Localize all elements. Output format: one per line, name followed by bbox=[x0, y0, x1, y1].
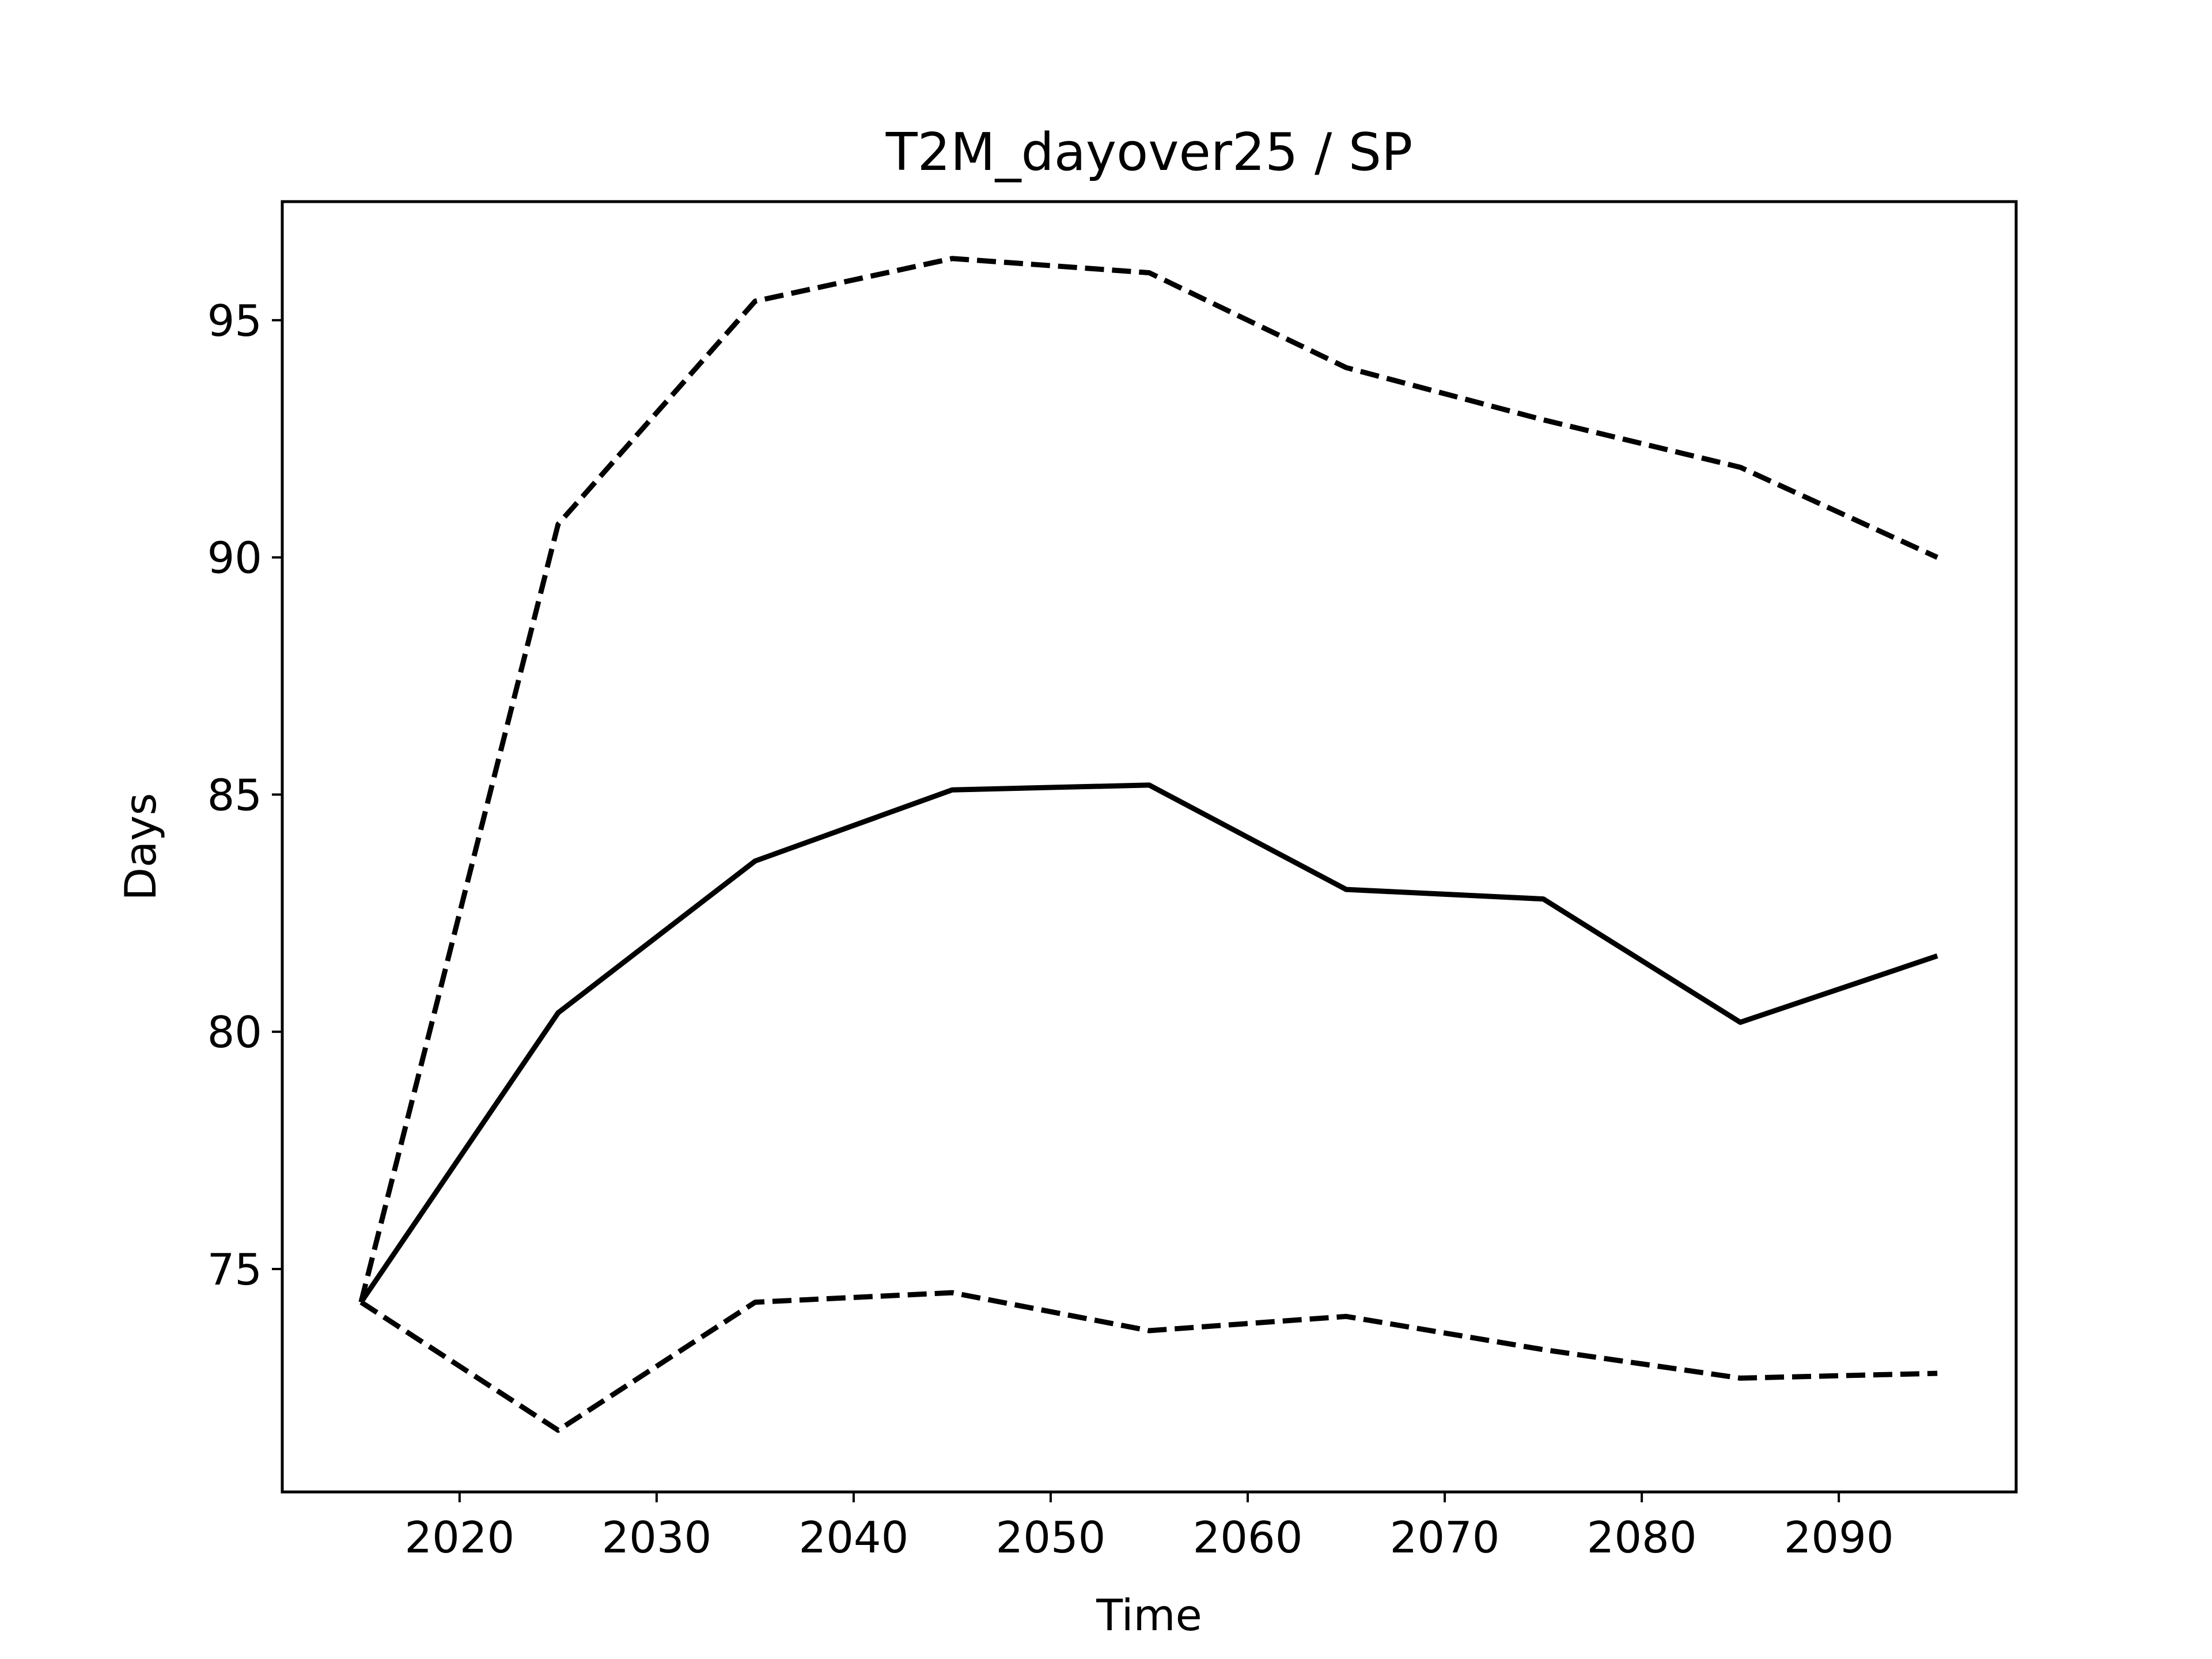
x-tick-label: 2030 bbox=[601, 1512, 711, 1563]
x-tick-label: 2080 bbox=[1587, 1512, 1697, 1563]
plot-area-frame bbox=[281, 200, 2018, 1494]
series-layer bbox=[358, 256, 1939, 1433]
y-axis-ticks: 75 80 85 90 95 bbox=[207, 296, 282, 1295]
series-line-2 bbox=[358, 256, 1939, 1303]
y-tick-label: 85 bbox=[207, 770, 262, 820]
x-axis-ticks: 2020 2030 2040 2050 2060 2070 2080 2090 bbox=[404, 1492, 1894, 1563]
x-tick-label: 2040 bbox=[798, 1512, 908, 1563]
x-axis-label: Time bbox=[1096, 1590, 1202, 1641]
y-tick-label: 80 bbox=[207, 1007, 262, 1058]
y-tick-label: 75 bbox=[207, 1244, 262, 1295]
chart-title: T2M_dayover25 / SP bbox=[885, 122, 1413, 183]
y-axis-label: Days bbox=[115, 793, 166, 900]
y-tick-label: 90 bbox=[207, 533, 262, 584]
y-tick-label: 95 bbox=[207, 296, 262, 346]
series-line-1 bbox=[359, 782, 1938, 1304]
x-tick-label: 2060 bbox=[1193, 1512, 1303, 1563]
x-tick-label: 2070 bbox=[1390, 1512, 1500, 1563]
x-tick-label: 2020 bbox=[404, 1512, 514, 1563]
x-tick-label: 2090 bbox=[1784, 1512, 1894, 1563]
series-line-3 bbox=[359, 1290, 1938, 1433]
x-tick-label: 2050 bbox=[996, 1512, 1106, 1563]
